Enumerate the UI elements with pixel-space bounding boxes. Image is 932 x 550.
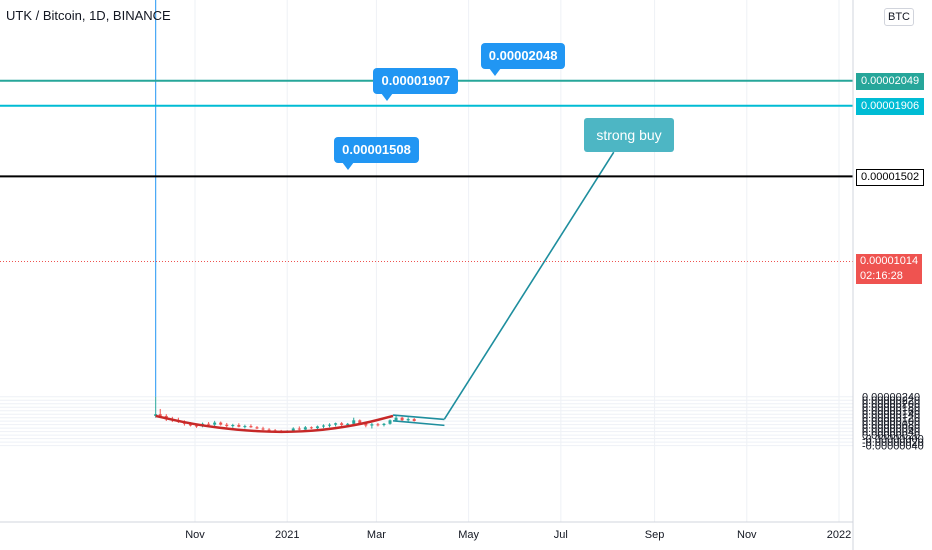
candle-body bbox=[376, 424, 380, 426]
candle-body bbox=[358, 420, 362, 423]
y-tick-label: 0.00000100 bbox=[862, 416, 920, 428]
y-tick-label: 0.00000040 bbox=[862, 427, 920, 439]
candle-body bbox=[303, 427, 307, 430]
last-price-label: 0.00001014 02:16:28 bbox=[856, 254, 923, 285]
cup-curve bbox=[155, 414, 394, 434]
candle-body bbox=[261, 428, 265, 430]
candle-body bbox=[267, 429, 271, 431]
price-line-label: 0.00002049 bbox=[856, 73, 925, 91]
grid bbox=[0, 0, 853, 522]
candle-body bbox=[291, 428, 295, 432]
candle-body bbox=[328, 424, 332, 426]
y-tick-label: 0.00000020 bbox=[862, 430, 920, 442]
y-tick-label: 0.00000120 bbox=[862, 413, 920, 425]
candle-body bbox=[388, 420, 392, 424]
candle-body bbox=[382, 423, 386, 426]
strong-buy-note: strong buy bbox=[584, 118, 674, 152]
candle-body bbox=[237, 425, 241, 427]
candle-body bbox=[158, 414, 162, 416]
price-callout: 0.00001907 bbox=[373, 67, 459, 101]
price-callout: 0.00001508 bbox=[334, 137, 419, 171]
candle-body bbox=[188, 423, 192, 426]
last-price-value: 0.00001014 bbox=[860, 255, 919, 268]
x-tick-label: May bbox=[458, 529, 479, 541]
candle-body bbox=[243, 426, 247, 428]
x-tick-label: Mar bbox=[367, 529, 386, 541]
y-tick-label: -0.00000040 bbox=[862, 441, 924, 453]
x-tick-label: 2022 bbox=[827, 529, 851, 541]
candle-body bbox=[334, 423, 338, 425]
y-tick-label: -0.00000000 bbox=[862, 434, 924, 446]
y-tick-label: -0.00000020 bbox=[862, 437, 924, 449]
candle-body bbox=[231, 425, 235, 427]
price-callout: 0.00002048 bbox=[480, 42, 566, 76]
candle-body bbox=[207, 423, 211, 425]
x-tick-label: Sep bbox=[645, 529, 665, 541]
candle-body bbox=[219, 422, 223, 425]
trend-line bbox=[392, 420, 445, 427]
y-tick-label: 0.00000200 bbox=[862, 399, 920, 411]
price-line-label: 0.00001906 bbox=[856, 98, 925, 116]
candle-body bbox=[249, 426, 253, 428]
y-tick-label: 0.00000080 bbox=[862, 420, 920, 432]
x-tick-label: Nov bbox=[185, 529, 205, 541]
candle-body bbox=[255, 427, 259, 429]
y-tick-label: 0.00000240 bbox=[862, 392, 920, 404]
y-tick-label: 0.00000140 bbox=[862, 409, 920, 421]
candle-body bbox=[195, 425, 199, 427]
candle-body bbox=[394, 417, 398, 421]
candle-body bbox=[412, 419, 416, 422]
x-tick-label: 2021 bbox=[275, 529, 299, 541]
candle-body bbox=[213, 422, 217, 425]
x-tick-label: Nov bbox=[737, 529, 757, 541]
candle-body bbox=[297, 428, 301, 430]
candle-body bbox=[400, 417, 404, 421]
candle-body bbox=[406, 419, 410, 421]
overlays bbox=[155, 0, 615, 434]
y-tick-label: 0.00000180 bbox=[862, 402, 920, 414]
bar-countdown: 02:16:28 bbox=[860, 270, 903, 283]
candle-body bbox=[225, 424, 229, 427]
horizontal-lines bbox=[0, 79, 853, 263]
candle-body bbox=[315, 426, 319, 429]
x-tick-label: Jul bbox=[554, 529, 568, 541]
candle-body bbox=[340, 423, 344, 426]
trend-line bbox=[392, 414, 445, 421]
candle-body bbox=[154, 414, 158, 416]
candle-body bbox=[309, 427, 313, 429]
candle-body bbox=[370, 424, 374, 426]
currency-badge[interactable]: BTC bbox=[884, 8, 914, 26]
candle-body bbox=[321, 425, 325, 427]
trend-line bbox=[443, 151, 615, 420]
y-tick-label: 0.00000160 bbox=[862, 406, 920, 418]
y-tick-label: 0.00000220 bbox=[862, 395, 920, 407]
chart-title: UTK / Bitcoin, 1D, BINANCE bbox=[6, 8, 171, 23]
price-line-label: 0.00001502 bbox=[856, 168, 925, 186]
candle-body bbox=[352, 420, 356, 424]
y-tick-label: 0.00000060 bbox=[862, 423, 920, 435]
candle-body bbox=[364, 422, 368, 426]
candle-body bbox=[346, 423, 350, 426]
